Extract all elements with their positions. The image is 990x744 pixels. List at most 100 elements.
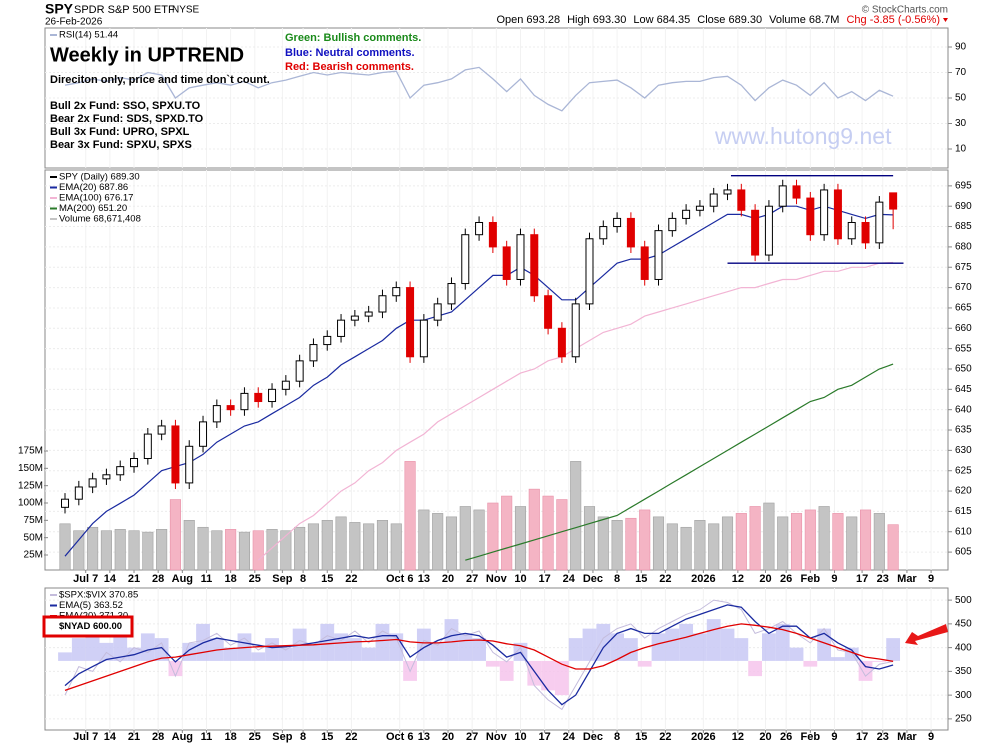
area-bar bbox=[499, 660, 514, 681]
y-tick-label: 640 bbox=[955, 404, 972, 415]
candle-body bbox=[240, 392, 249, 411]
volume-bar bbox=[542, 495, 554, 571]
fund-note: Bear 3x Fund: SPXU, SPXS bbox=[50, 139, 192, 151]
area-bar bbox=[679, 623, 694, 661]
x-tick-label: Mar bbox=[897, 573, 917, 585]
area-bar bbox=[168, 660, 183, 677]
volume-bar bbox=[73, 530, 85, 571]
candle-body bbox=[309, 344, 318, 362]
x-tick-label: 17 bbox=[539, 731, 551, 743]
x-tick-label: 27 bbox=[466, 573, 478, 585]
y-tick-label: 615 bbox=[955, 506, 972, 517]
volume-bar bbox=[225, 529, 237, 571]
x-tick-label: Aug bbox=[172, 573, 193, 585]
volume-bar bbox=[404, 461, 416, 571]
legend-entry: Volume 68,671,408 bbox=[59, 214, 141, 225]
volume-bar bbox=[846, 516, 858, 571]
x-tick-label: 8 bbox=[614, 731, 620, 743]
candle-body bbox=[737, 189, 746, 211]
volume-bar bbox=[376, 520, 389, 571]
area-bar bbox=[278, 647, 293, 661]
volume-bar bbox=[721, 516, 734, 571]
x-tick-label: Nov bbox=[486, 731, 508, 743]
x-tick-label: 13 bbox=[418, 731, 430, 743]
volume-tick-label: 150M bbox=[18, 463, 43, 474]
candle-body bbox=[268, 388, 277, 403]
volume-bar bbox=[487, 502, 499, 571]
candle-body bbox=[695, 205, 704, 211]
watermark: www.hutong9.net bbox=[714, 123, 892, 149]
volume-bar bbox=[100, 530, 112, 571]
y-tick-label: 300 bbox=[955, 690, 972, 701]
fund-note: Bull 2x Fund: SSO, SPXU.TO bbox=[50, 100, 201, 112]
x-tick-label: 20 bbox=[442, 731, 454, 743]
comment-legend: Blue: Neutral comments. bbox=[285, 47, 415, 59]
x-tick-label: Sep bbox=[272, 573, 292, 585]
y-tick-label: 675 bbox=[955, 262, 972, 273]
volume-bar bbox=[570, 461, 582, 571]
legend-entry: MA(200) 651.20 bbox=[59, 203, 127, 214]
area-bar bbox=[306, 642, 321, 661]
y-tick-label: 620 bbox=[955, 486, 972, 497]
y-tick-label: 10 bbox=[955, 144, 967, 155]
volume-tick-label: 75M bbox=[24, 515, 43, 526]
candle-body bbox=[337, 319, 346, 337]
candle-body bbox=[488, 221, 497, 248]
volume-bar bbox=[363, 523, 375, 571]
x-tick-label: 26 bbox=[780, 731, 792, 743]
volume-bar bbox=[59, 523, 71, 571]
x-tick-label: 11 bbox=[201, 731, 213, 743]
x-tick-label: 20 bbox=[442, 573, 454, 585]
x-tick-label: 15 bbox=[321, 731, 333, 743]
headline: Weekly in UPTREND bbox=[50, 44, 244, 66]
x-tick-label: 24 bbox=[563, 573, 576, 585]
volume-tick-label: 175M bbox=[18, 446, 43, 457]
x-tick-label: Jul 7 bbox=[73, 573, 98, 585]
volume-bar bbox=[128, 530, 140, 571]
quote: Volume 68.7M bbox=[769, 14, 839, 26]
volume-bar bbox=[169, 499, 181, 571]
candle-body bbox=[889, 192, 898, 210]
x-tick-label: 25 bbox=[249, 731, 261, 743]
candle-body bbox=[833, 189, 842, 240]
volume-bar bbox=[528, 488, 540, 571]
volume-bar bbox=[183, 520, 195, 571]
x-tick-label: 14 bbox=[104, 573, 117, 585]
candle-body bbox=[544, 295, 553, 329]
series-line bbox=[64, 604, 894, 706]
comment-legend: Green: Bullish comments. bbox=[285, 32, 421, 44]
volume-bar bbox=[652, 516, 665, 571]
volume-bar bbox=[708, 523, 720, 571]
legend-entry: EMA(20) 687.86 bbox=[59, 182, 128, 193]
security-name: SPDR S&P 500 ETF bbox=[74, 4, 175, 16]
y-tick-label: 685 bbox=[955, 221, 972, 232]
legend-entry: $SPX:$VIX 370.85 bbox=[59, 590, 138, 601]
x-tick-label: 22 bbox=[345, 573, 357, 585]
x-tick-label: 13 bbox=[418, 573, 430, 585]
candle-body bbox=[392, 287, 401, 297]
candle-body bbox=[199, 421, 208, 447]
y-tick-label: 670 bbox=[955, 282, 972, 293]
area-bar bbox=[582, 628, 597, 661]
volume-bar bbox=[887, 524, 899, 571]
x-tick-label: 27 bbox=[466, 731, 478, 743]
volume-bar bbox=[142, 531, 154, 571]
y-tick-label: 250 bbox=[955, 714, 972, 725]
volume-bar bbox=[349, 522, 361, 571]
x-tick-label: 12 bbox=[732, 573, 744, 585]
legend-entry: EMA(5) 363.52 bbox=[59, 600, 123, 611]
candle-body bbox=[516, 234, 525, 280]
y-tick-label: 30 bbox=[955, 118, 967, 129]
volume-bar bbox=[666, 523, 678, 571]
candle-body bbox=[806, 197, 815, 236]
y-tick-label: 665 bbox=[955, 303, 972, 314]
y-tick-label: 695 bbox=[955, 181, 972, 192]
volume-bar bbox=[294, 526, 306, 571]
area-bar bbox=[720, 628, 735, 661]
volume-bar bbox=[873, 513, 885, 571]
area-bar bbox=[472, 638, 486, 661]
area-bar bbox=[320, 623, 335, 661]
candle-body bbox=[709, 193, 718, 207]
candle-body bbox=[502, 246, 511, 280]
copyright: © StockCharts.com bbox=[862, 5, 948, 16]
